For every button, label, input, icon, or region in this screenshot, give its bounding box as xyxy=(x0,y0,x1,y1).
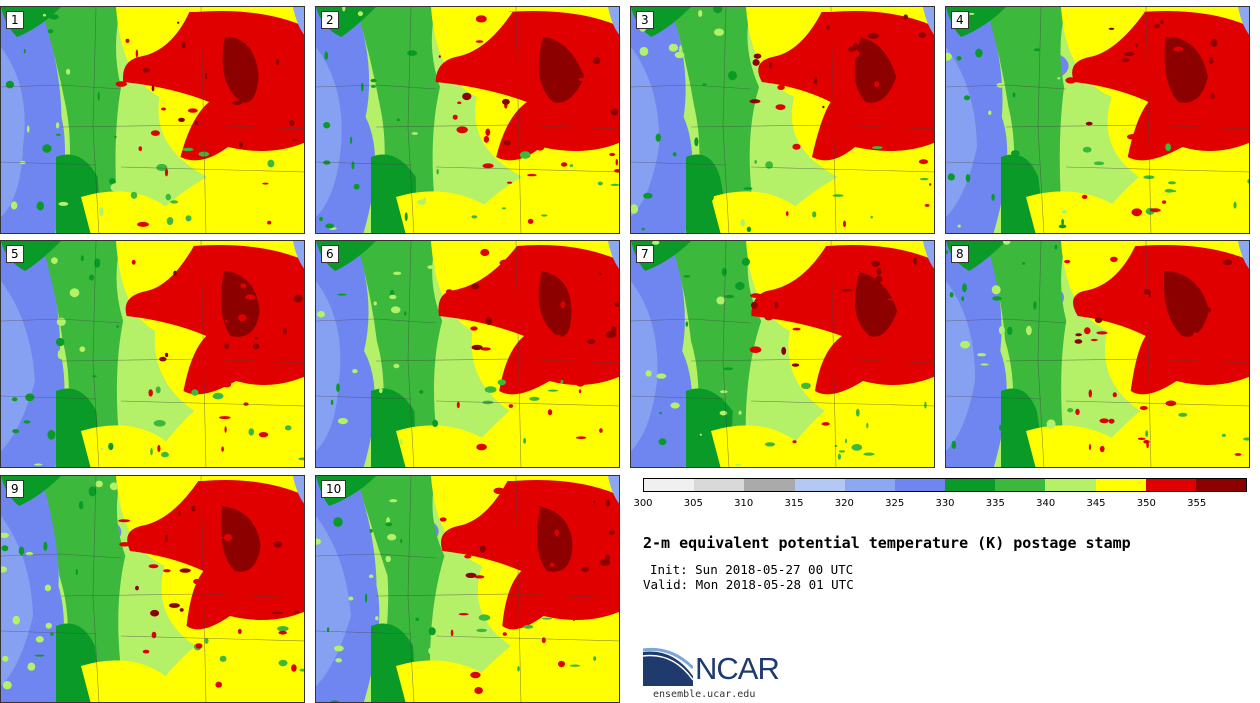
map-field xyxy=(1,241,304,467)
ncar-logo: NCAR xyxy=(643,646,793,694)
valid-time: Valid: Mon 2018-05-28 01 UTC xyxy=(643,577,854,592)
colorbar-tick-label: 345 xyxy=(1086,498,1106,509)
ncar-logo-icon xyxy=(643,646,693,686)
map-field xyxy=(1,476,304,702)
map-panel-4: 4 xyxy=(945,6,1250,234)
panel-number: 8 xyxy=(951,245,969,263)
colorbar-segment xyxy=(1145,479,1196,491)
panel-number: 10 xyxy=(321,480,347,498)
colorbar-tick-label: 300 xyxy=(633,498,653,509)
colorbar-segment xyxy=(995,479,1046,491)
colorbar-tick-label: 305 xyxy=(683,498,703,509)
panel-number: 1 xyxy=(6,11,24,29)
colorbar-tick-label: 325 xyxy=(885,498,905,509)
map-field xyxy=(946,241,1249,467)
map-field xyxy=(316,7,619,233)
colorbar-segment xyxy=(844,479,895,491)
panel-number: 5 xyxy=(6,245,24,263)
panel-number: 6 xyxy=(321,245,339,263)
panel-number: 9 xyxy=(6,480,24,498)
colorbar-segment xyxy=(644,479,695,491)
colorbar-segment xyxy=(1095,479,1146,491)
panel-number: 2 xyxy=(321,11,339,29)
map-field xyxy=(316,241,619,467)
map-panel-6: 6 xyxy=(315,240,620,468)
map-panel-1: 1 xyxy=(0,6,305,234)
panel-number: 3 xyxy=(636,11,654,29)
colorbar-tick-label: 335 xyxy=(985,498,1005,509)
panel-number: 7 xyxy=(636,245,654,263)
init-time: Init: Sun 2018-05-27 00 UTC xyxy=(650,562,854,577)
map-panel-3: 3 xyxy=(630,6,935,234)
map-field xyxy=(631,241,934,467)
logo-text: NCAR xyxy=(695,651,780,686)
colorbar-segment xyxy=(1045,479,1096,491)
map-panel-10: 10 xyxy=(315,475,620,703)
colorbar-segment xyxy=(894,479,946,491)
map-field xyxy=(316,476,619,702)
colorbar-tick-label: 350 xyxy=(1136,498,1156,509)
map-panel-2: 2 xyxy=(315,6,620,234)
colorbar-ticks: 300 305 310 315 320 325 330 335 340 345 … xyxy=(633,498,1247,512)
colorbar-tick-label: 315 xyxy=(784,498,804,509)
map-panel-5: 5 xyxy=(0,240,305,468)
colorbar-tick-label: 310 xyxy=(734,498,754,509)
map-field xyxy=(946,7,1249,233)
colorbar-segment xyxy=(744,479,795,491)
colorbar-segment xyxy=(694,479,745,491)
map-panel-8: 8 xyxy=(945,240,1250,468)
colorbar-segment xyxy=(794,479,845,491)
colorbar-tick-label: 320 xyxy=(834,498,854,509)
map-field xyxy=(1,7,304,233)
colorbar-tick-label: 340 xyxy=(1036,498,1056,509)
map-field xyxy=(631,7,934,233)
figure-title: 2-m equivalent potential temperature (K)… xyxy=(643,534,1131,552)
map-panel-9: 9 xyxy=(0,475,305,703)
colorbar xyxy=(643,478,1247,492)
colorbar-segment xyxy=(1195,479,1247,491)
map-panel-7: 7 xyxy=(630,240,935,468)
logo-url: ensemble.ucar.edu xyxy=(653,689,756,700)
colorbar-tick-label: 330 xyxy=(935,498,955,509)
colorbar-segment xyxy=(945,479,996,491)
colorbar-tick-label: 355 xyxy=(1187,498,1207,509)
panel-number: 4 xyxy=(951,11,969,29)
